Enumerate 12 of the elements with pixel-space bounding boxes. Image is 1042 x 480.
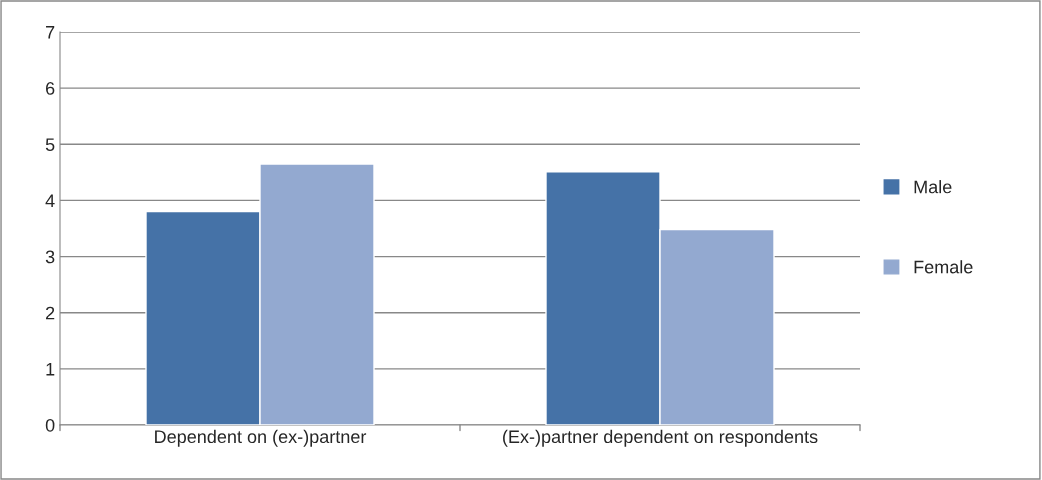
x-tick-label: Dependent on (ex-)partner xyxy=(155,429,367,447)
y-tick-label: 2 xyxy=(46,306,55,320)
legend-label: Female xyxy=(914,260,973,274)
y-tick-label: 5 xyxy=(45,138,55,152)
y-tick-label: 4 xyxy=(45,194,55,207)
y-tick-label: 6 xyxy=(46,82,55,95)
y-tick-label: 3 xyxy=(45,250,55,264)
y-tick-label: 1 xyxy=(46,362,55,376)
y-tick-label: 0 xyxy=(45,418,55,432)
x-tick-label: (Ex-)partner dependent on respondents xyxy=(503,429,818,447)
y-tick-label: 7 xyxy=(46,26,55,39)
legend-label: Male xyxy=(914,180,952,194)
